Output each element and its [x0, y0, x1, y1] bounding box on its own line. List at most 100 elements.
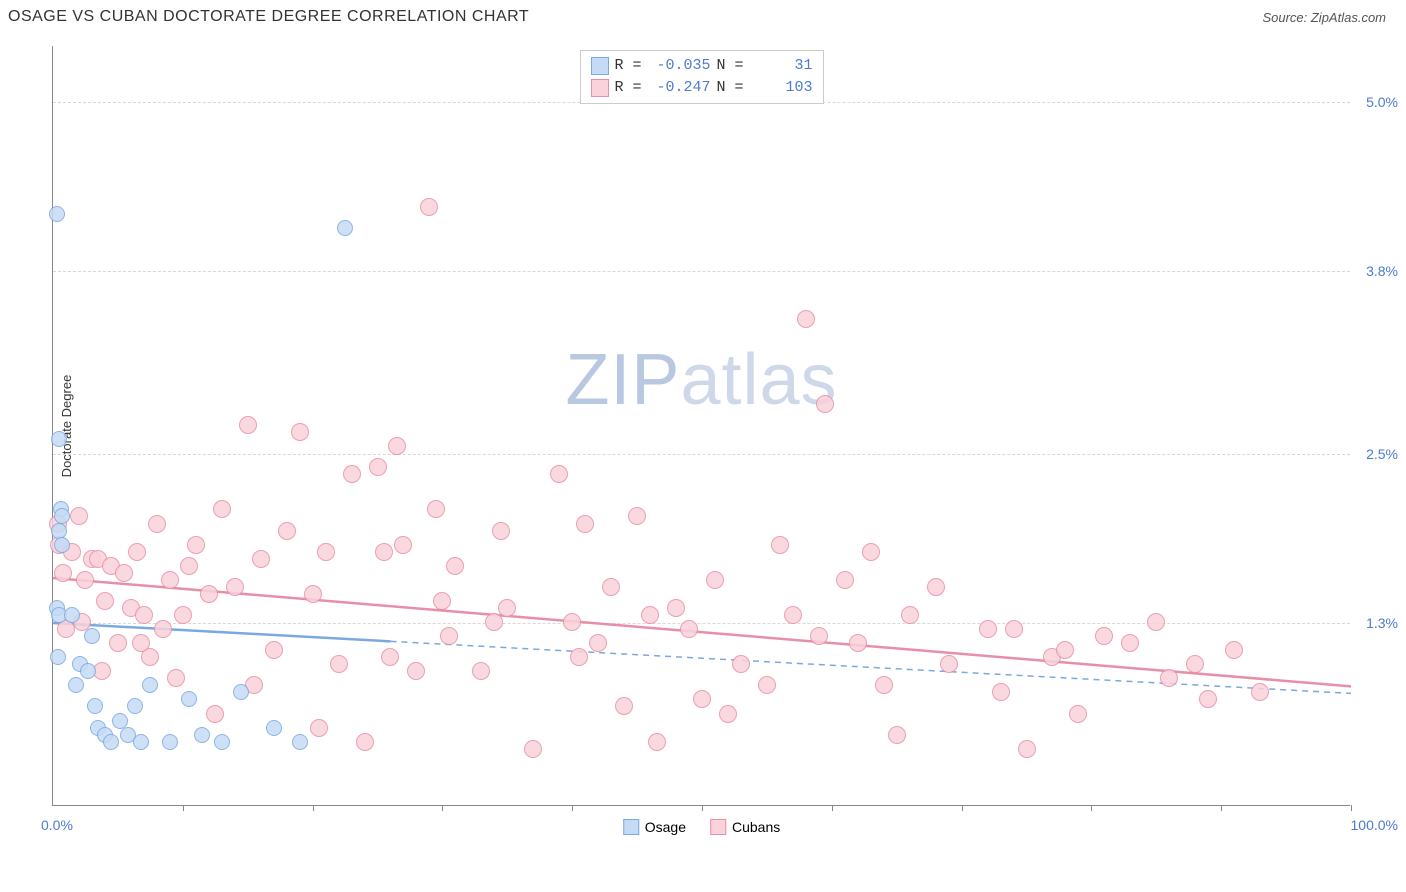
xtick: [1091, 805, 1092, 811]
cubans-point: [187, 536, 205, 554]
osage-point: [181, 691, 197, 707]
cubans-point: [1056, 641, 1074, 659]
cubans-point: [446, 557, 464, 575]
cubans-point: [1147, 613, 1165, 631]
osage-point: [87, 698, 103, 714]
cubans-point: [135, 606, 153, 624]
cubans-point: [343, 465, 361, 483]
cubans-point: [693, 690, 711, 708]
xtick: [442, 805, 443, 811]
cubans-point: [648, 733, 666, 751]
osage-point: [292, 734, 308, 750]
osage-point: [194, 727, 210, 743]
xtick: [832, 805, 833, 811]
cubans-point: [1095, 627, 1113, 645]
xtick: [572, 805, 573, 811]
osage-point: [266, 720, 282, 736]
ytick-label: 3.8%: [1366, 263, 1398, 279]
xtick: [313, 805, 314, 811]
cubans-point: [719, 705, 737, 723]
osage-swatch: [591, 57, 609, 75]
cubans-point: [115, 564, 133, 582]
osage-point: [54, 537, 70, 553]
cubans-point: [265, 641, 283, 659]
cubans-point: [862, 543, 880, 561]
cubans-point: [252, 550, 270, 568]
cubans-point: [54, 564, 72, 582]
cubans-point: [888, 726, 906, 744]
xtick: [1351, 805, 1352, 811]
cubans-point: [849, 634, 867, 652]
cubans-point: [206, 705, 224, 723]
osage-point: [133, 734, 149, 750]
cubans-point: [602, 578, 620, 596]
osage-point: [142, 677, 158, 693]
cubans-point: [550, 465, 568, 483]
xtick: [962, 805, 963, 811]
cubans-point: [641, 606, 659, 624]
cubans-point: [615, 697, 633, 715]
cubans-swatch: [591, 79, 609, 97]
cubans-point: [680, 620, 698, 638]
cubans-point: [317, 543, 335, 561]
cubans-point: [375, 543, 393, 561]
cubans-point: [485, 613, 503, 631]
cubans-point: [1018, 740, 1036, 758]
cubans-point: [132, 634, 150, 652]
cubans-point: [369, 458, 387, 476]
cubans-point: [433, 592, 451, 610]
ytick-label: 2.5%: [1366, 446, 1398, 462]
cubans-point: [96, 592, 114, 610]
cubans-point: [576, 515, 594, 533]
cubans-point: [784, 606, 802, 624]
cubans-point: [167, 669, 185, 687]
cubans-point: [563, 613, 581, 631]
cubans-point: [1199, 690, 1217, 708]
cubans-legend-label: Cubans: [732, 819, 780, 835]
osage-point: [337, 220, 353, 236]
cubans-point: [154, 620, 172, 638]
cubans-point: [226, 578, 244, 596]
xtick: [183, 805, 184, 811]
cubans-point: [148, 515, 166, 533]
trend-line: [390, 641, 1351, 693]
chart-plot-area: Doctorate Degree 1.3%2.5%3.8%5.0% ZIPatl…: [52, 46, 1350, 806]
cubans-point: [213, 500, 231, 518]
cubans-point: [109, 634, 127, 652]
cubans-point: [239, 416, 257, 434]
cubans-point: [1069, 705, 1087, 723]
series-legend: Osage Cubans: [623, 819, 781, 835]
cubans-point: [667, 599, 685, 617]
trend-line: [53, 623, 390, 641]
cubans-point: [1251, 683, 1269, 701]
cubans-point: [758, 676, 776, 694]
cubans-point: [589, 634, 607, 652]
cubans-point: [278, 522, 296, 540]
cubans-point: [70, 507, 88, 525]
cubans-point: [771, 536, 789, 554]
cubans-point: [901, 606, 919, 624]
osage-point: [68, 677, 84, 693]
osage-point: [49, 206, 65, 222]
osage-point: [80, 663, 96, 679]
osage-swatch-icon: [623, 819, 639, 835]
cubans-point: [875, 676, 893, 694]
osage-point: [84, 628, 100, 644]
xaxis-min-label: 0.0%: [41, 817, 73, 833]
cubans-point: [1160, 669, 1178, 687]
cubans-point: [291, 423, 309, 441]
cubans-point: [570, 648, 588, 666]
osage-point: [127, 698, 143, 714]
cubans-point: [927, 578, 945, 596]
cubans-point: [76, 571, 94, 589]
osage-point: [214, 734, 230, 750]
xtick: [702, 805, 703, 811]
source-label: Source: ZipAtlas.com: [1262, 10, 1386, 25]
osage-point: [233, 684, 249, 700]
cubans-point: [420, 198, 438, 216]
cubans-point: [381, 648, 399, 666]
cubans-point: [388, 437, 406, 455]
cubans-swatch-icon: [710, 819, 726, 835]
cubans-point: [628, 507, 646, 525]
cubans-point: [810, 627, 828, 645]
